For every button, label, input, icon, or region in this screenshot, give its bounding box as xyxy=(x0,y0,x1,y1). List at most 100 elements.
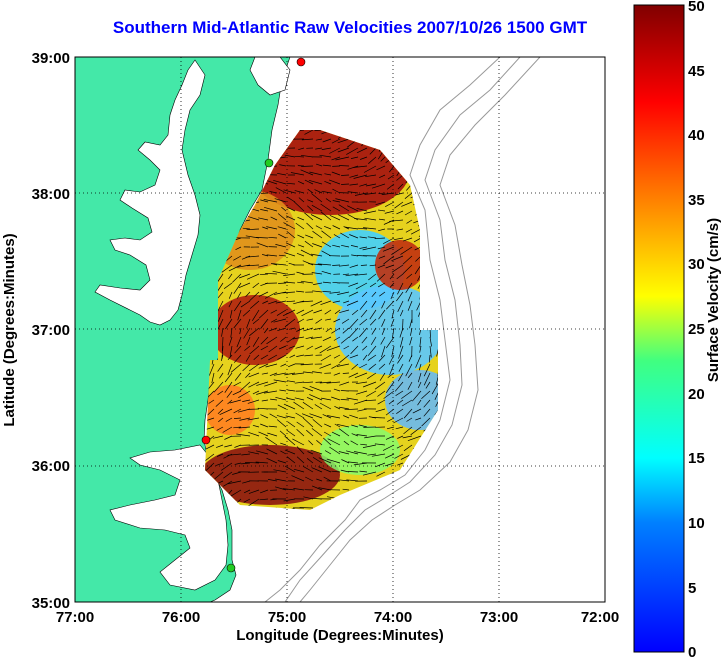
x-tick-labels: 77:00 76:00 75:00 74:00 73:00 72:00 xyxy=(56,609,619,626)
velocity-vector xyxy=(395,390,404,396)
velocity-vector xyxy=(429,336,432,347)
velocity-vector xyxy=(280,363,287,367)
velocity-vector xyxy=(307,451,314,455)
velocity-vector xyxy=(205,444,215,452)
velocity-vector xyxy=(287,363,296,368)
velocity-vector xyxy=(227,363,233,376)
velocity-vector xyxy=(260,423,269,428)
velocity-vector xyxy=(270,309,278,314)
velocity-vector xyxy=(391,255,404,262)
velocity-vector xyxy=(338,406,350,410)
velocity-vector xyxy=(389,282,395,288)
velocity-vector xyxy=(329,291,341,294)
velocity-vector xyxy=(384,210,395,214)
velocity-vector xyxy=(347,461,359,464)
velocity-vector xyxy=(387,417,395,422)
velocity-vector xyxy=(364,192,377,195)
velocity-vector xyxy=(312,371,323,374)
velocity-vector xyxy=(243,327,251,339)
velocity-vector xyxy=(284,252,296,257)
velocity-vector xyxy=(350,440,359,446)
velocity-vector xyxy=(286,397,296,401)
velocity-vector xyxy=(386,426,395,430)
velocity-vector xyxy=(296,429,305,437)
velocity-vector xyxy=(362,345,368,351)
velocity-vector xyxy=(239,417,251,421)
velocity-vector xyxy=(269,413,278,419)
velocity-vector xyxy=(228,291,233,299)
velocity-vector xyxy=(331,396,341,401)
velocity-vector xyxy=(407,372,413,379)
velocity-vector xyxy=(431,381,438,395)
velocity-vector xyxy=(279,389,287,392)
velocity-vector xyxy=(283,222,296,230)
velocity-vector xyxy=(286,456,296,464)
velocity-vector xyxy=(322,414,332,419)
velocity-vector xyxy=(284,465,296,473)
velocity-vector xyxy=(268,236,278,239)
velocity-vector xyxy=(289,354,296,358)
velocity-vector xyxy=(245,372,251,379)
velocity-vector xyxy=(236,291,242,299)
velocity-vector xyxy=(359,183,368,187)
velocity-vector xyxy=(397,354,404,364)
velocity-vector xyxy=(261,399,269,402)
velocity-vector xyxy=(368,363,377,370)
velocity-vector xyxy=(342,372,350,374)
velocity-vector xyxy=(236,433,251,437)
velocity-vector xyxy=(375,408,386,413)
velocity-vector xyxy=(410,426,422,436)
velocity-vector xyxy=(377,390,386,397)
velocity-vector xyxy=(229,309,233,319)
velocity-vector xyxy=(308,179,323,185)
velocity-vector xyxy=(269,372,278,377)
velocity-vector xyxy=(324,173,332,176)
velocity-vector xyxy=(323,476,332,482)
velocity-vector xyxy=(240,381,251,391)
velocity-vector xyxy=(321,250,332,257)
velocity-vector xyxy=(355,282,368,290)
y-tick-label: 39:00 xyxy=(32,50,70,67)
velocity-vector xyxy=(359,327,368,338)
velocity-vector xyxy=(296,271,305,275)
velocity-vector xyxy=(322,291,332,293)
velocity-vector xyxy=(389,219,404,222)
velocity-vector xyxy=(354,451,368,455)
velocity-vector xyxy=(331,470,341,473)
velocity-vector xyxy=(233,300,242,312)
velocity-vector xyxy=(332,188,341,194)
velocity-vector xyxy=(279,156,287,159)
velocity-vector xyxy=(388,354,395,365)
velocity-vector xyxy=(399,336,404,348)
velocity-vector xyxy=(268,345,278,353)
velocity-vector xyxy=(412,408,422,414)
velocity-vector xyxy=(296,446,305,455)
velocity-vector xyxy=(410,228,422,235)
velocity-vector xyxy=(265,363,278,368)
velocity-vector xyxy=(316,478,323,482)
velocity-vector xyxy=(409,318,413,329)
velocity-vector xyxy=(423,408,431,417)
velocity-vector xyxy=(377,282,386,288)
velocity-vector xyxy=(217,363,224,372)
velocity-vector xyxy=(292,438,305,446)
velocity-vector xyxy=(304,130,314,135)
velocity-vector xyxy=(305,336,314,340)
velocity-vector xyxy=(405,228,413,233)
velocity-vector xyxy=(336,363,350,367)
velocity-vector xyxy=(305,476,314,482)
x-tick-label: 75:00 xyxy=(268,609,306,626)
velocity-vector xyxy=(296,421,305,428)
velocity-vector xyxy=(208,399,215,404)
velocity-vector xyxy=(361,336,368,344)
velocity-vector xyxy=(238,273,251,279)
velocity-vector xyxy=(343,345,350,350)
velocity-vector xyxy=(275,300,287,304)
velocity-vector xyxy=(263,390,278,394)
velocity-vector xyxy=(302,401,314,410)
velocity-vector xyxy=(252,309,260,321)
velocity-vector xyxy=(334,405,341,410)
velocity-vector xyxy=(270,318,278,323)
velocity-vector xyxy=(277,226,287,230)
velocity-vector xyxy=(217,309,224,322)
